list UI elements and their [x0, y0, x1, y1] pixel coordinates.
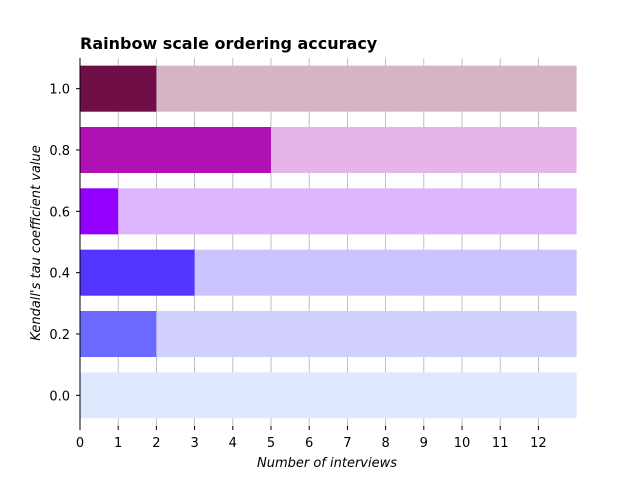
bar-0.6 — [80, 188, 119, 235]
y-tick-label-1.0: 1.0 — [49, 83, 70, 98]
track-0.0 — [80, 372, 577, 419]
x-tick-label-6: 6 — [305, 436, 313, 451]
x-tick-label-10: 10 — [454, 436, 471, 451]
bar-0.8 — [80, 127, 271, 173]
x-tick-label-11: 11 — [492, 436, 509, 451]
x-tick-label-0: 0 — [76, 436, 84, 451]
background-tracks — [80, 65, 577, 419]
y-tick-label-0.8: 0.8 — [49, 144, 70, 159]
x-axis-label: Number of interviews — [257, 456, 397, 471]
y-axis-label: Kendall's tau coefficient value — [29, 145, 44, 340]
data-bars — [80, 65, 271, 357]
x-tick-label-12: 12 — [530, 436, 547, 451]
y-axis-ticks: 0.0 0.2 0.4 0.6 0.8 1.0 — [49, 83, 80, 404]
grid-lines — [117, 58, 539, 426]
x-tick-label-9: 9 — [420, 436, 428, 451]
x-tick-label-1: 1 — [114, 436, 122, 451]
y-tick-label-0.6: 0.6 — [49, 205, 70, 220]
track-1.0 — [80, 65, 577, 112]
x-axis-ticks: 0 1 2 3 4 5 6 7 8 9 10 11 12 — [76, 426, 547, 451]
track-0.2 — [80, 311, 577, 357]
y-tick-label-0.2: 0.2 — [49, 328, 70, 343]
x-tick-label-7: 7 — [343, 436, 351, 451]
y-tick-label-0.0: 0.0 — [49, 389, 70, 404]
x-tick-label-3: 3 — [190, 436, 198, 451]
track-0.6 — [80, 188, 577, 235]
y-tick-label-0.4: 0.4 — [49, 267, 70, 282]
x-tick-label-4: 4 — [229, 436, 237, 451]
bar-0.4 — [80, 249, 195, 296]
x-tick-label-8: 8 — [381, 436, 389, 451]
x-tick-label-2: 2 — [152, 436, 160, 451]
chart-title: Rainbow scale ordering accuracy — [80, 34, 378, 53]
bar-1.0 — [80, 65, 157, 112]
bar-0.2 — [80, 311, 157, 357]
x-tick-label-5: 5 — [267, 436, 275, 451]
